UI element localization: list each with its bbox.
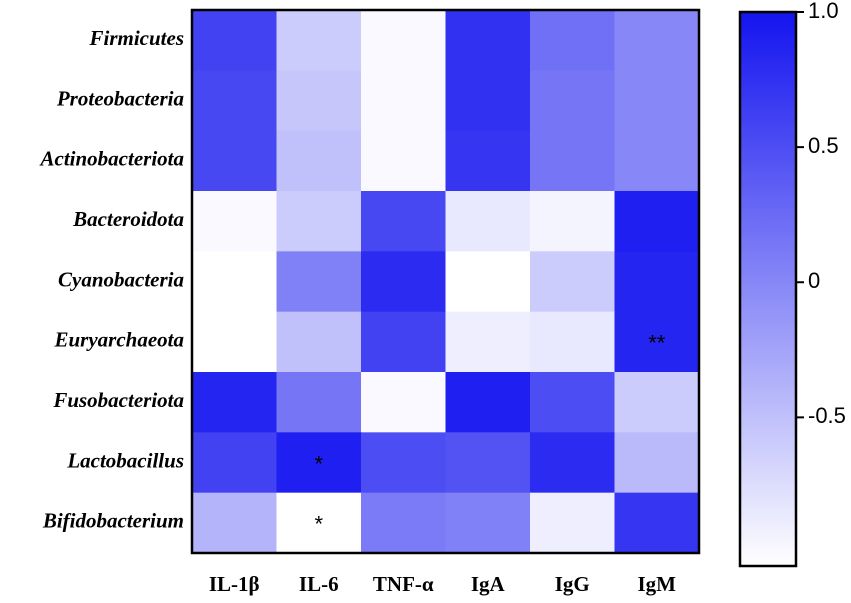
heatmap-cell xyxy=(276,372,362,433)
heatmap-cell xyxy=(445,311,531,373)
heatmap-cell xyxy=(276,492,362,554)
heatmap-cell xyxy=(192,311,277,373)
heatmap-cell xyxy=(530,130,615,192)
heatmap-cell xyxy=(361,70,446,132)
heatmap-cell xyxy=(192,492,277,554)
heatmap-cell xyxy=(276,311,362,373)
colorbar-tick-label: 1.0 xyxy=(808,0,839,23)
row-label: Cyanobacteria xyxy=(58,267,184,291)
heatmap-cell xyxy=(276,432,362,494)
row-label: Fusobacteriota xyxy=(52,388,184,412)
heatmap-cell xyxy=(530,191,615,252)
row-label: Actinobacteriota xyxy=(39,147,185,171)
row-label: Bacteroidota xyxy=(72,207,184,231)
heatmap-cell xyxy=(614,311,700,373)
heatmap-cell xyxy=(192,70,277,132)
heatmap-cell xyxy=(361,432,446,494)
heatmap-cell xyxy=(530,70,615,132)
heatmap-cell xyxy=(614,10,700,71)
heatmap-cell xyxy=(192,130,277,192)
heatmap-cell xyxy=(614,492,700,554)
heatmap-cell xyxy=(445,251,531,313)
column-label: IgG xyxy=(555,572,590,596)
heatmap-cell xyxy=(445,432,531,494)
heatmap-cell xyxy=(361,251,446,313)
heatmap-cell xyxy=(361,311,446,373)
heatmap-border xyxy=(190,8,701,555)
heatmap-cell xyxy=(530,432,615,494)
heatmap-cell xyxy=(192,10,277,71)
heatmap-cell xyxy=(445,10,531,71)
heatmap-cell xyxy=(445,191,531,252)
heatmap-cell xyxy=(614,130,700,192)
colorbar-tick-label: 0.5 xyxy=(808,133,839,158)
row-label: Euryarchaeota xyxy=(53,328,184,352)
column-label: IL-1β xyxy=(209,572,260,596)
significance-label: * xyxy=(314,512,323,537)
heatmap-cell xyxy=(361,372,446,433)
heatmap-cell xyxy=(445,130,531,192)
heatmap-cell xyxy=(276,10,362,71)
heatmap-cell xyxy=(445,372,531,433)
colorbar xyxy=(738,10,798,568)
heatmap-cell xyxy=(614,372,700,433)
row-label: Bifidobacterium xyxy=(42,509,184,533)
heatmap-cell xyxy=(276,130,362,192)
heatmap-cell xyxy=(192,251,277,313)
row-label: Proteobacteria xyxy=(56,86,184,110)
heatmap-cell xyxy=(361,10,446,71)
column-label: IgM xyxy=(638,572,677,596)
heatmap-cell xyxy=(614,432,700,494)
heatmap-cell xyxy=(276,191,362,252)
colorbar-tick-label: -0.5 xyxy=(808,403,846,428)
heatmap-cell xyxy=(192,432,277,494)
heatmap-cell xyxy=(276,251,362,313)
heatmap-cell xyxy=(276,70,362,132)
heatmap-cell xyxy=(530,251,615,313)
heatmap-cell xyxy=(530,10,615,71)
heatmap-cell xyxy=(445,70,531,132)
heatmap-cell xyxy=(530,311,615,373)
heatmap-cell xyxy=(530,372,615,433)
heatmap-cell xyxy=(445,492,531,554)
heatmap-cell xyxy=(361,492,446,554)
significance-label: ** xyxy=(648,331,666,356)
row-label: Lactobacillus xyxy=(66,448,184,472)
heatmap-cell xyxy=(614,70,700,132)
heatmap-cell xyxy=(361,130,446,192)
heatmap-cell xyxy=(361,191,446,252)
row-label: Firmicutes xyxy=(88,26,184,50)
heatmap-cell xyxy=(530,492,615,554)
column-label: TNF-α xyxy=(373,572,434,596)
colorbar-tick-label: 0 xyxy=(808,268,820,293)
column-label: IgA xyxy=(471,572,506,596)
heatmap-cell xyxy=(192,191,277,252)
heatmap-cell xyxy=(614,251,700,313)
heatmap-cell xyxy=(614,191,700,252)
significance-label: * xyxy=(314,451,323,476)
heatmap-cell xyxy=(192,372,277,433)
column-label: IL-6 xyxy=(299,572,339,596)
